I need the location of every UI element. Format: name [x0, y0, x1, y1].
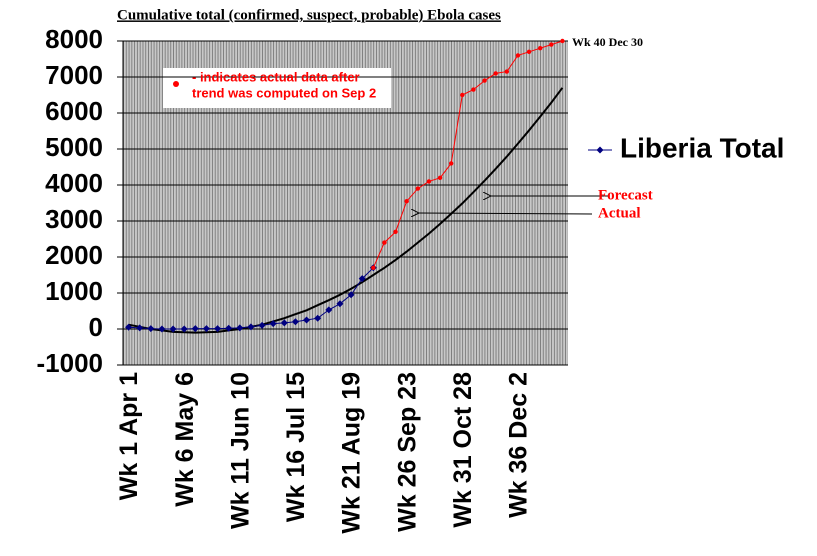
data-point	[537, 46, 543, 51]
data-point	[382, 240, 387, 245]
annotation: Actual	[598, 205, 641, 221]
y-tick-label: 3000	[45, 204, 103, 234]
legend-label: Liberia Total	[620, 132, 784, 163]
data-point	[347, 291, 355, 299]
data-point	[482, 78, 487, 83]
data-point	[291, 318, 299, 326]
y-tick-label: 1000	[45, 276, 103, 306]
y-tick-label: 5000	[45, 132, 103, 162]
data-point	[336, 300, 344, 308]
x-tick-label: Wk 16 Jul 15	[282, 372, 310, 522]
y-tick-label: 2000	[45, 240, 103, 270]
data-point	[560, 38, 565, 44]
chart-title: Cumulative total (confirmed, suspect, pr…	[117, 7, 501, 23]
legend-marker	[596, 146, 604, 154]
data-point	[191, 325, 199, 333]
note-box	[163, 68, 391, 108]
data-point	[515, 53, 521, 58]
data-point	[236, 324, 244, 332]
x-tick-label: Wk 21 Aug 19	[338, 372, 366, 534]
data-point	[169, 325, 177, 333]
data-point	[460, 92, 465, 98]
data-point	[125, 323, 133, 331]
data-point	[247, 323, 255, 331]
data-point	[202, 325, 210, 333]
data-point	[314, 314, 322, 322]
end-label: Wk 40 Dec 30	[572, 35, 643, 49]
data-point	[471, 87, 476, 92]
x-tick-label: Wk 6 May 6	[171, 372, 199, 507]
data-point	[325, 306, 333, 314]
data-point	[158, 325, 166, 333]
data-point	[136, 324, 144, 332]
data-point	[549, 42, 554, 47]
data-point	[426, 179, 432, 184]
data-point	[493, 71, 498, 76]
data-point	[437, 175, 443, 180]
x-tick-label: Wk 1 Apr 1	[115, 372, 143, 500]
data-point	[180, 325, 188, 333]
x-tick-label: Wk 11 Jun 10	[226, 372, 254, 529]
y-tick-label: 7000	[45, 60, 103, 90]
y-tick-label: 8000	[45, 24, 103, 54]
series-line	[128, 87, 564, 334]
actual-arrow	[418, 213, 593, 214]
annotation: Forecast	[598, 187, 653, 203]
x-tick-label: Wk 26 Sep 23	[393, 372, 421, 532]
note-text: trend was computed on Sep 2	[192, 85, 376, 100]
data-point	[303, 316, 311, 324]
data-point	[393, 229, 398, 234]
data-point	[404, 199, 409, 204]
data-point	[214, 325, 222, 333]
series-layer	[123, 38, 568, 366]
y-tick-label: -1000	[37, 348, 104, 378]
data-point	[258, 321, 266, 329]
data-point	[448, 161, 454, 166]
x-tick-label: Wk 31 Oct 28	[449, 372, 477, 528]
data-point	[358, 275, 366, 283]
note-marker	[173, 81, 179, 87]
data-point	[371, 265, 376, 270]
data-point	[269, 320, 277, 328]
data-point	[147, 325, 155, 333]
x-tick-label: Wk 36 Dec 2	[505, 372, 533, 518]
y-tick-label: 0	[89, 312, 103, 342]
y-tick-label: 4000	[45, 168, 103, 198]
y-tick-label: 6000	[45, 96, 103, 126]
data-point	[225, 324, 233, 332]
data-point	[526, 49, 532, 54]
data-point	[415, 186, 421, 191]
data-point	[280, 319, 288, 327]
note-text: - indicates actual data after	[192, 69, 360, 84]
data-point	[504, 69, 510, 74]
